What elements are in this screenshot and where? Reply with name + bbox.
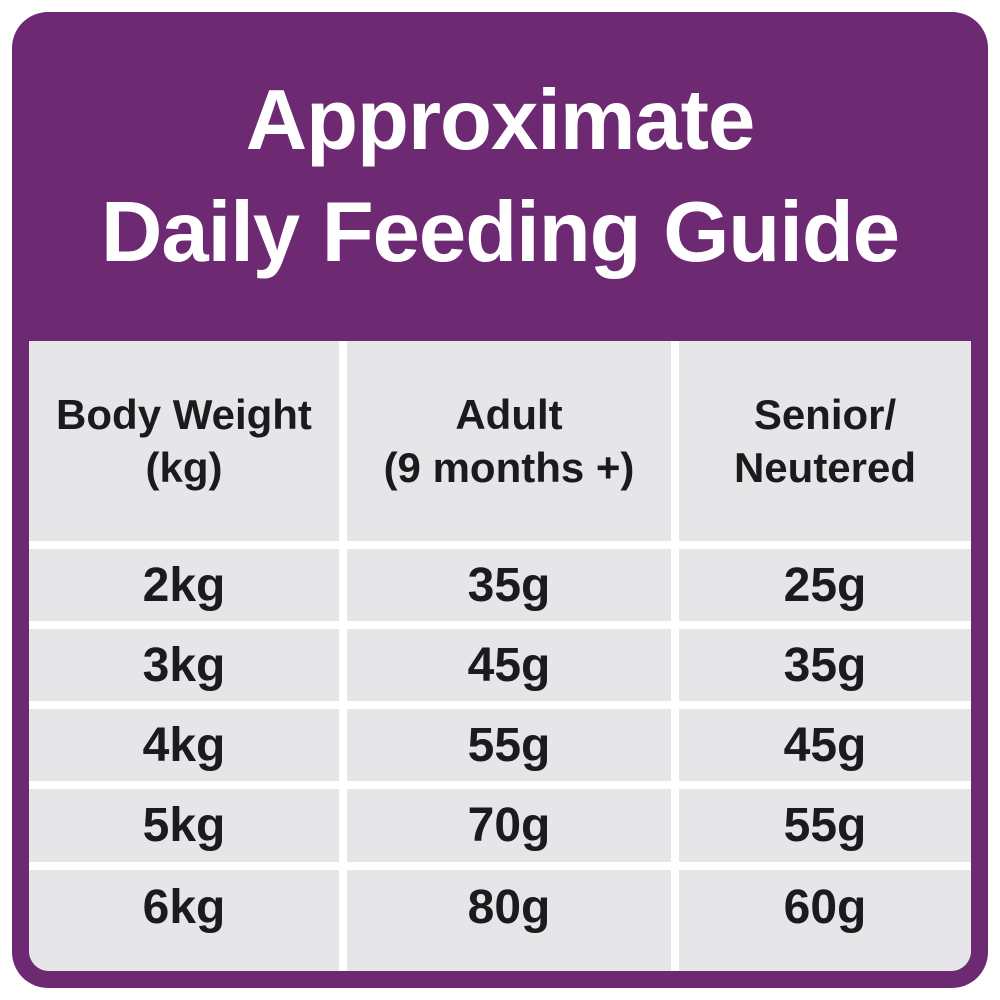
- table-cell-weight: 6kg: [29, 870, 339, 971]
- feeding-table: Body Weight (kg) Adult (9 months +) Seni…: [29, 341, 971, 971]
- table-cell-senior: 60g: [679, 870, 971, 971]
- table-cell-weight: 4kg: [29, 709, 339, 781]
- column-header-sublabel: Neutered: [733, 444, 917, 491]
- column-header-label: Senior/: [753, 391, 897, 438]
- table-cell-senior: 35g: [679, 629, 971, 701]
- table-cell-adult: 70g: [347, 789, 671, 862]
- table-cell-adult: 80g: [347, 870, 671, 971]
- table-cell-adult: 35g: [347, 549, 671, 621]
- column-header-adult: Adult (9 months +): [347, 341, 671, 541]
- column-header-sublabel: (9 months +): [383, 444, 635, 491]
- column-header-label: Adult: [455, 391, 563, 438]
- feeding-guide-card: Approximate Daily Feeding Guide Body Wei…: [12, 12, 988, 988]
- table-cell-senior: 25g: [679, 549, 971, 621]
- table-cell-adult: 45g: [347, 629, 671, 701]
- table-cell-weight: 5kg: [29, 789, 339, 862]
- column-header-senior-neutered: Senior/ Neutered: [679, 341, 971, 541]
- table-cell-weight: 3kg: [29, 629, 339, 701]
- table-cell-senior: 45g: [679, 709, 971, 781]
- table-cell-senior: 55g: [679, 789, 971, 862]
- column-header-body-weight: Body Weight (kg): [29, 341, 339, 541]
- page-title-line-2: Daily Feeding Guide: [100, 184, 900, 280]
- table-cell-weight: 2kg: [29, 549, 339, 621]
- column-header-label: Body Weight: [56, 391, 312, 438]
- column-header-sublabel: (kg): [145, 444, 223, 491]
- page-title-line-1: Approximate: [245, 72, 756, 168]
- card-header: Approximate Daily Feeding Guide: [12, 12, 988, 341]
- table-cell-adult: 55g: [347, 709, 671, 781]
